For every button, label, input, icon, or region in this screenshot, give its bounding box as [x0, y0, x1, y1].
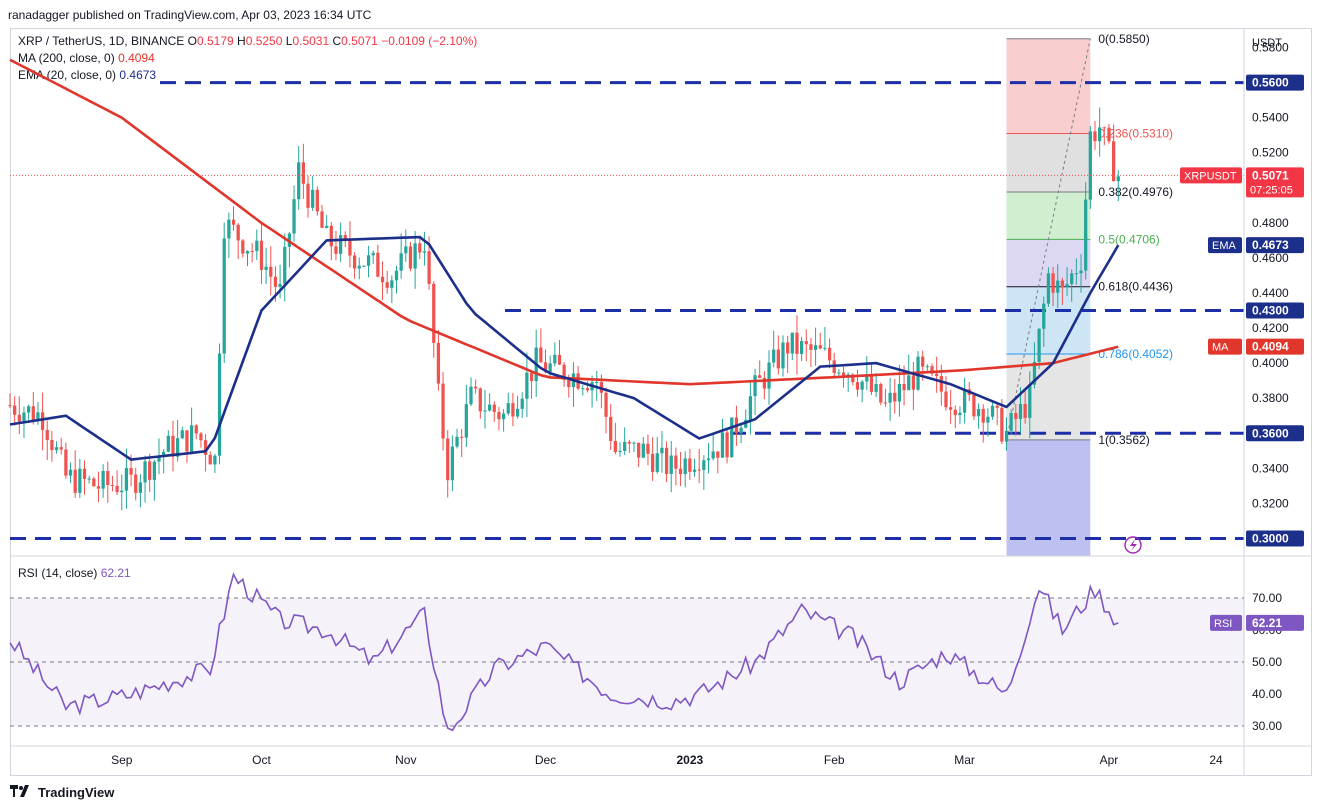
ma-legend-value: 0.4094: [118, 51, 155, 65]
rsi-legend-value: 62.21: [100, 566, 131, 580]
close-label: C: [332, 34, 342, 48]
rsi-legend-label[interactable]: RSI (14, close): [18, 566, 98, 580]
symbol-legend: XRP / TetherUS, 1D, BINANCE O0.5179 H0.5…: [18, 34, 477, 48]
symbol-name[interactable]: XRP / TetherUS, 1D, BINANCE: [18, 34, 185, 48]
rsi-legend: RSI (14, close) 62.21: [18, 566, 131, 580]
high-label: H: [237, 34, 246, 48]
ma-legend: MA (200, close, 0) 0.4094: [18, 51, 155, 65]
close-value: 0.5071: [341, 34, 378, 48]
tradingview-logo-icon: [10, 784, 32, 800]
open-label: O: [187, 34, 197, 48]
footer-brand: TradingView: [38, 784, 115, 800]
change-value: −0.0109 (−2.10%): [381, 34, 478, 48]
ema-legend-label[interactable]: EMA (20, close, 0): [18, 68, 117, 82]
low-label: L: [285, 34, 293, 48]
ema-legend-value: 0.4673: [119, 68, 157, 82]
publisher-line: ranadagger published on TradingView.com,…: [8, 8, 372, 22]
high-value: 0.5250: [245, 34, 283, 48]
chart-frame: [10, 28, 1312, 776]
open-value: 0.5179: [196, 34, 234, 48]
footer[interactable]: TradingView: [10, 784, 114, 800]
ema-legend: EMA (20, close, 0) 0.4673: [18, 68, 156, 82]
ma-legend-label[interactable]: MA (200, close, 0): [18, 51, 115, 65]
low-value: 0.5031: [292, 34, 330, 48]
